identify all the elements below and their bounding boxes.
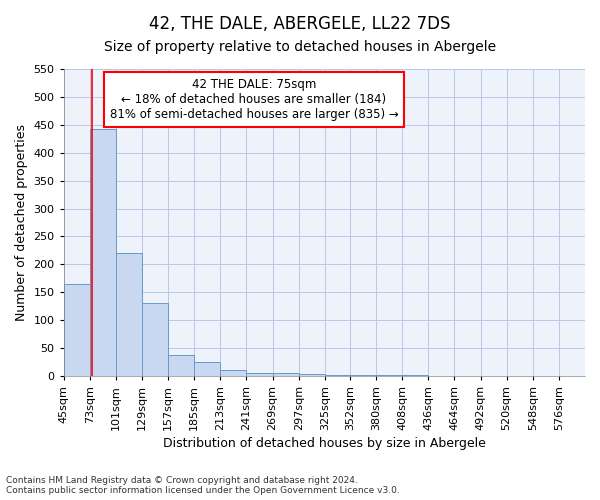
Text: Contains HM Land Registry data © Crown copyright and database right 2024.
Contai: Contains HM Land Registry data © Crown c…	[6, 476, 400, 495]
Bar	[272, 373, 299, 376]
Bar	[64, 284, 90, 376]
Text: 42 THE DALE: 75sqm
← 18% of detached houses are smaller (184)
81% of semi-detach: 42 THE DALE: 75sqm ← 18% of detached hou…	[110, 78, 398, 121]
Bar	[168, 356, 194, 376]
X-axis label: Distribution of detached houses by size in Abergele: Distribution of detached houses by size …	[163, 437, 486, 450]
Bar	[90, 128, 116, 376]
Bar	[220, 370, 247, 376]
Y-axis label: Number of detached properties: Number of detached properties	[15, 124, 28, 321]
Bar	[299, 374, 325, 376]
Bar	[194, 362, 220, 376]
Text: 42, THE DALE, ABERGELE, LL22 7DS: 42, THE DALE, ABERGELE, LL22 7DS	[149, 15, 451, 33]
Text: Size of property relative to detached houses in Abergele: Size of property relative to detached ho…	[104, 40, 496, 54]
Bar	[142, 304, 168, 376]
Bar	[247, 373, 272, 376]
Bar	[325, 375, 350, 376]
Bar	[116, 252, 142, 376]
